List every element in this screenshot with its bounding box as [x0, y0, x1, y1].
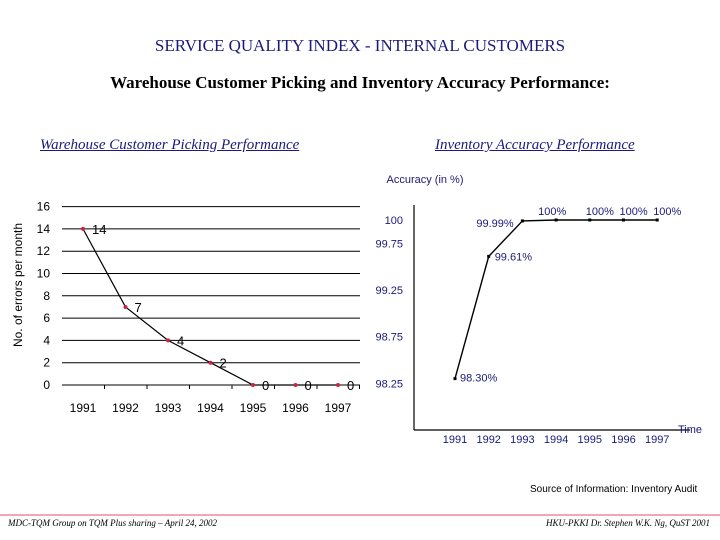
- left-data-point: [251, 383, 255, 387]
- left-data-label: 0: [305, 378, 312, 393]
- right-data-label: 99.99%: [476, 218, 514, 230]
- right-x-tick-label: 1992: [476, 434, 500, 446]
- right-y-tick-label: 98.25: [375, 378, 403, 390]
- right-data-label: 100%: [653, 206, 681, 218]
- left-data-point: [123, 304, 128, 309]
- footer-rule: [0, 514, 720, 516]
- left-x-tick-label: 1994: [197, 401, 224, 415]
- left-data-label: 0: [347, 378, 354, 393]
- left-x-tick-label: 1993: [155, 401, 182, 415]
- right-data-label: 99.61%: [495, 251, 533, 263]
- right-data-point: [588, 218, 592, 222]
- page-title: SERVICE QUALITY INDEX - INTERNAL CUSTOME…: [154, 36, 566, 55]
- left-x-tick-label: 1997: [325, 401, 352, 415]
- left-data-point: [81, 226, 85, 231]
- right-chart-header: Inventory Accuracy Performance: [435, 137, 635, 153]
- left-data-point: [166, 338, 170, 343]
- right-y-tick-label: 99.25: [375, 285, 403, 297]
- right-data-label: 100%: [586, 206, 614, 218]
- left-chart-header: Warehouse Customer Picking Performance: [40, 137, 300, 153]
- left-x-tick-label: 1991: [70, 401, 97, 415]
- left-data-label: 0: [262, 378, 269, 393]
- left-data-label: 4: [177, 333, 184, 348]
- left-data-point: [293, 383, 298, 387]
- right-y-tick-label: 99.75: [375, 238, 403, 250]
- left-x-tick-label: 1992: [112, 401, 139, 415]
- left-x-tick-label: 1996: [282, 401, 309, 415]
- left-y-axis-title: No. of errors per month: [11, 223, 25, 347]
- right-chart-title: Accuracy (in %): [386, 174, 463, 186]
- right-x-tick-label: 1996: [611, 434, 635, 446]
- left-y-tick-label: 16: [37, 200, 51, 214]
- right-x-tick-label: 1993: [510, 434, 534, 446]
- right-data-point: [655, 218, 659, 222]
- right-y-tick-label: 100: [385, 215, 403, 227]
- right-data-point: [487, 254, 491, 258]
- right-x-tick-label: 1991: [443, 434, 467, 446]
- page-subtitle: Warehouse Customer Picking and Inventory…: [110, 73, 610, 92]
- right-data-label: 98.30%: [460, 373, 498, 385]
- right-x-tick-label: 1994: [544, 434, 568, 446]
- left-y-tick-label: 6: [43, 311, 50, 325]
- left-y-tick-label: 2: [43, 356, 50, 370]
- left-x-tick-label: 1995: [240, 401, 267, 415]
- left-y-tick-label: 8: [43, 289, 50, 303]
- right-x-tick-label: 1997: [645, 434, 669, 446]
- right-y-tick-label: 98.75: [375, 332, 403, 344]
- left-y-tick-label: 10: [37, 267, 51, 281]
- right-data-label: 100%: [620, 206, 648, 218]
- left-data-point: [336, 383, 340, 387]
- right-series-line: [454, 219, 658, 379]
- right-data-label: 100%: [538, 206, 566, 218]
- right-data-point: [554, 218, 558, 222]
- source-note: Source of Information: Inventory Audit: [530, 484, 698, 495]
- left-y-tick-label: 12: [37, 244, 51, 258]
- right-data-point: [453, 377, 457, 381]
- footer-right: HKU-PKKI Dr. Stephen W.K. Ng, QuST 2001: [545, 518, 710, 528]
- left-y-tick-label: 14: [37, 222, 51, 236]
- right-data-point: [622, 218, 625, 222]
- left-data-label: 2: [220, 356, 227, 371]
- footer-left: MDC-TQM Group on TQM Plus sharing – Apri…: [8, 518, 218, 528]
- left-y-tick-label: 0: [43, 378, 50, 392]
- left-data-point: [208, 360, 213, 365]
- left-data-label: 7: [135, 300, 142, 315]
- left-y-tick-label: 4: [43, 333, 50, 347]
- right-x-tick-label: 1995: [578, 434, 602, 446]
- left-data-label: 14: [92, 222, 106, 237]
- right-x-axis-title: Time: [678, 424, 702, 436]
- right-data-point: [520, 219, 524, 223]
